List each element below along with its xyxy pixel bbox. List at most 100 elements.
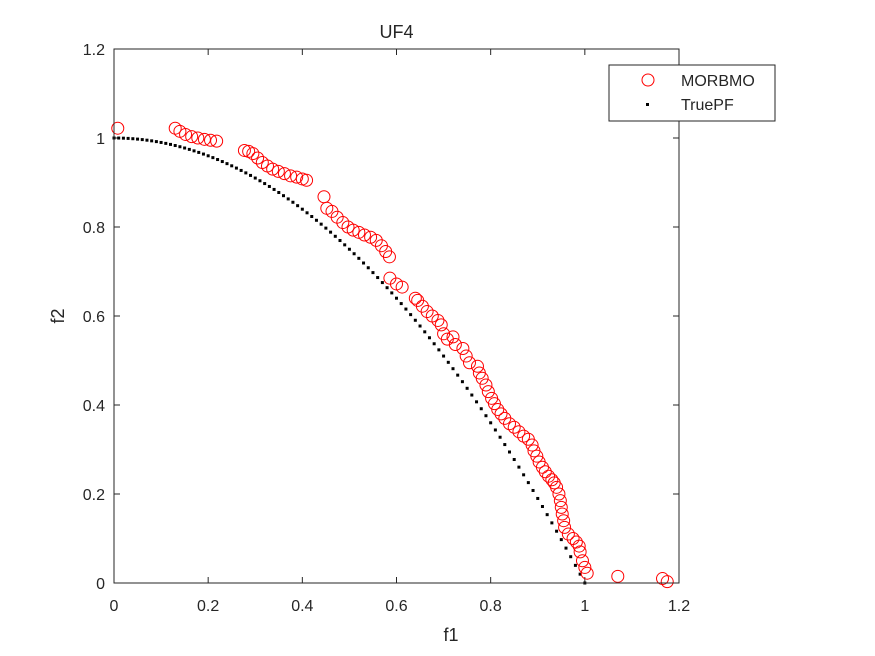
truepf-point	[517, 465, 521, 469]
truepf-point	[211, 156, 215, 160]
truepf-point	[230, 164, 234, 168]
truepf-point	[371, 271, 375, 275]
morbmo-point	[300, 173, 314, 187]
truepf-point	[173, 144, 177, 148]
morbmo-point	[530, 449, 544, 463]
truepf-point	[540, 505, 544, 509]
morbmo-point	[357, 228, 371, 242]
morbmo-point	[408, 291, 422, 305]
truepf-point	[418, 324, 422, 328]
truepf-point	[253, 176, 257, 180]
morbmo-point	[494, 407, 508, 421]
truepf-point	[489, 421, 493, 425]
morbmo-point	[575, 554, 589, 568]
truepf-point	[282, 194, 285, 198]
plot-area	[114, 49, 679, 583]
legend-box	[608, 64, 776, 122]
truepf-point	[380, 281, 384, 285]
truepf-point	[117, 136, 121, 140]
truepf-point	[244, 171, 248, 175]
truepf-point	[399, 302, 403, 306]
morbmo-point	[479, 378, 493, 392]
truepf-point	[329, 230, 333, 234]
truepf-point	[333, 234, 337, 238]
morbmo-point	[550, 480, 564, 494]
morbmo-point	[459, 349, 473, 363]
truepf-point	[291, 200, 295, 204]
truepf-point	[479, 407, 483, 411]
series-truepf	[112, 136, 587, 585]
y-tick-label: 0.8	[83, 220, 105, 237]
truepf-point	[526, 481, 530, 485]
morbmo-point	[369, 233, 383, 247]
x-tick-label: 1.2	[668, 598, 690, 615]
morbmo-point	[382, 250, 396, 264]
truepf-point	[234, 166, 238, 170]
truepf-point	[154, 140, 158, 144]
truepf-point	[159, 140, 163, 144]
morbmo-point	[561, 527, 575, 541]
x-tick-label: 0	[110, 598, 119, 615]
morbmo-point	[470, 359, 484, 373]
y-tick-label: 1.2	[83, 42, 105, 59]
morbmo-point	[507, 420, 521, 434]
truepf-point	[126, 136, 130, 140]
truepf-point	[263, 182, 267, 186]
truepf-point	[272, 187, 276, 191]
morbmo-point	[431, 313, 445, 327]
truepf-point	[442, 354, 446, 358]
truepf-point	[145, 138, 149, 142]
truepf-point	[564, 546, 568, 550]
x-tick-label: 0.8	[480, 598, 502, 615]
morbmo-point	[525, 438, 539, 452]
legend-marker-truepf	[646, 103, 649, 106]
truepf-point	[305, 211, 309, 215]
legend-label-truepf: TruePF	[681, 97, 734, 114]
morbmo-point	[284, 169, 298, 183]
truepf-point	[475, 400, 479, 404]
truepf-point	[357, 256, 361, 260]
morbmo-point	[251, 151, 265, 165]
truepf-point	[432, 342, 436, 346]
truepf-point	[140, 138, 144, 142]
x-tick-label: 1	[580, 598, 589, 615]
morbmo-point	[462, 356, 476, 370]
truepf-point	[404, 307, 408, 311]
morbmo-point	[446, 330, 460, 344]
plot-area-border	[113, 48, 680, 584]
truepf-point	[456, 373, 460, 377]
truepf-point	[225, 162, 229, 166]
morbmo-point	[554, 500, 568, 514]
truepf-point	[536, 496, 540, 500]
truepf-point	[296, 204, 300, 208]
truepf-point	[427, 336, 431, 340]
truepf-point	[169, 142, 172, 146]
morbmo-point	[503, 417, 516, 431]
truepf-point	[437, 348, 441, 352]
truepf-point	[484, 414, 488, 418]
truepf-point	[197, 150, 201, 154]
morbmo-point	[204, 133, 218, 147]
morbmo-point	[246, 147, 260, 161]
morbmo-point	[512, 425, 526, 439]
morbmo-point	[456, 341, 470, 355]
y-axis-label: f2	[48, 308, 68, 323]
morbmo-point	[475, 371, 489, 385]
truepf-point	[187, 147, 191, 151]
y-tick-label: 0.2	[83, 487, 105, 504]
truepf-point	[395, 296, 398, 300]
morbmo-point	[498, 411, 512, 425]
morbmo-point	[271, 164, 285, 178]
morbmo-point	[277, 167, 291, 181]
morbmo-point	[191, 131, 205, 145]
morbmo-point	[395, 280, 409, 294]
truepf-point	[413, 318, 417, 322]
morbmo-point	[557, 514, 571, 528]
truepf-point	[470, 393, 474, 397]
truepf-point	[314, 218, 318, 222]
morbmo-point	[580, 566, 594, 580]
morbmo-point	[573, 545, 587, 559]
truepf-point	[545, 513, 549, 517]
truepf-point	[508, 450, 511, 454]
